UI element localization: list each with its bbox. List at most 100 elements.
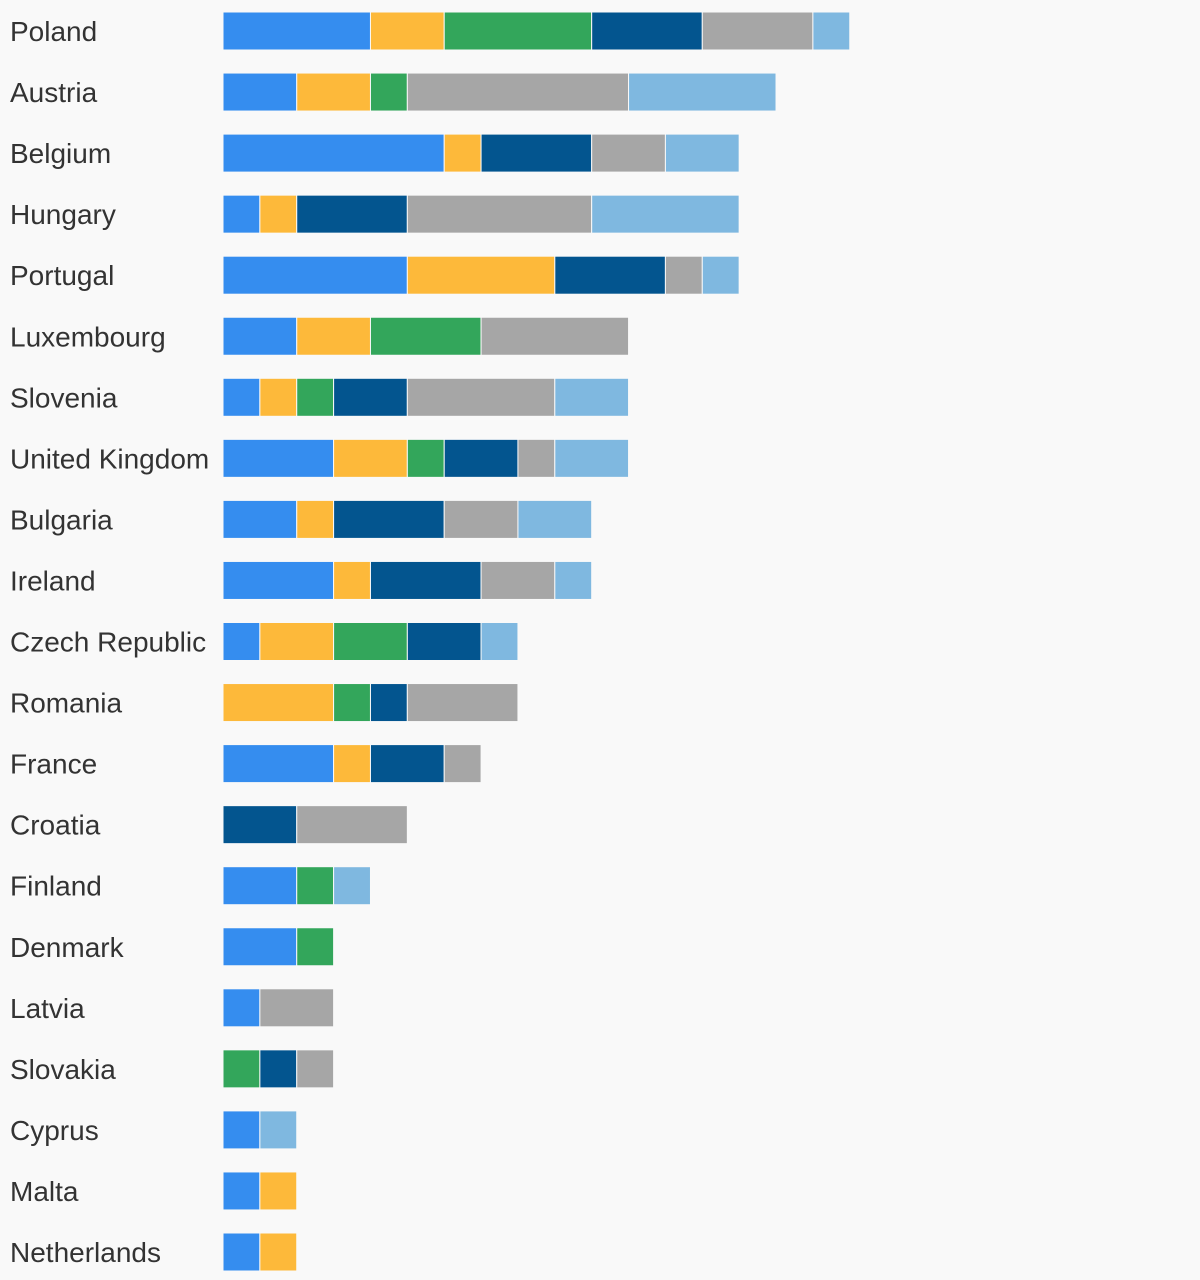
category-label: Luxembourg xyxy=(10,321,166,352)
category-label: Netherlands xyxy=(10,1237,161,1268)
category-label: Denmark xyxy=(10,932,125,963)
bar-segment xyxy=(701,11,814,51)
bar-segment xyxy=(406,72,630,112)
bar-segment xyxy=(406,438,445,478)
bar-segment xyxy=(443,438,519,478)
bar-segment xyxy=(591,194,740,234)
bar-segment xyxy=(296,805,408,845)
bar-segment xyxy=(480,622,519,661)
bar-segment xyxy=(517,499,593,539)
category-label: Portugal xyxy=(10,260,114,291)
bar-segment xyxy=(369,683,408,723)
bar-segment xyxy=(222,1110,261,1150)
bar-segment xyxy=(259,622,335,661)
bar-segment xyxy=(222,316,298,356)
bar-segment xyxy=(222,988,261,1028)
category-label: Slovakia xyxy=(10,1054,116,1085)
category-label: Croatia xyxy=(10,810,101,841)
bar-segment xyxy=(406,377,556,417)
bar-segment xyxy=(296,499,335,539)
bar-segment xyxy=(296,316,371,356)
category-label: Poland xyxy=(10,16,97,47)
bar-segments xyxy=(222,11,851,1272)
bar-segment xyxy=(222,133,445,173)
bar-segment xyxy=(406,255,556,295)
bar-segment xyxy=(222,1171,261,1211)
bar-segment xyxy=(591,11,703,51)
bar-segment xyxy=(443,744,482,784)
bar-segment xyxy=(222,1049,261,1089)
bar-segment xyxy=(480,316,630,356)
bar-segment xyxy=(222,744,335,784)
bar-segment xyxy=(333,622,408,661)
bar-segment xyxy=(369,744,445,784)
bar-segment xyxy=(406,683,519,723)
bar-segment xyxy=(443,499,519,539)
bar-segment xyxy=(333,866,371,906)
bar-segment xyxy=(517,438,556,478)
bar-segment xyxy=(259,377,298,417)
bar-segment xyxy=(664,255,703,295)
category-label: Malta xyxy=(10,1176,79,1207)
bar-segment xyxy=(259,1232,298,1272)
bar-segment xyxy=(222,683,335,723)
bar-segment xyxy=(222,866,298,906)
category-label: Czech Republic xyxy=(10,627,206,658)
category-label: Hungary xyxy=(10,199,116,230)
bar-segment xyxy=(480,133,593,173)
bar-segment xyxy=(369,560,482,600)
category-label: Latvia xyxy=(10,993,85,1024)
bar-segment xyxy=(222,560,335,600)
bar-segment xyxy=(369,11,445,51)
bar-segment xyxy=(222,499,298,539)
bar-segment xyxy=(222,194,261,234)
bar-segment xyxy=(406,194,593,234)
bar-segment xyxy=(296,1049,335,1089)
category-label: France xyxy=(10,749,97,780)
bar-segment xyxy=(591,133,666,173)
category-label: United Kingdom xyxy=(10,443,209,474)
bar-segment xyxy=(554,560,593,600)
category-label: Belgium xyxy=(10,138,111,169)
category-label: Romania xyxy=(10,688,122,719)
bar-segment xyxy=(296,72,371,112)
bar-segment xyxy=(628,72,777,112)
bar-segment xyxy=(259,1049,298,1089)
bar-segment xyxy=(333,560,371,600)
category-label: Bulgaria xyxy=(10,504,113,535)
bar-segment xyxy=(296,194,408,234)
bar-segment xyxy=(259,194,298,234)
category-labels: Poland Austria Belgium Hungary Portugal Luxem… xyxy=(10,16,209,1268)
bar-segment xyxy=(222,1232,261,1272)
bar-segment xyxy=(222,72,298,112)
bar-segment xyxy=(812,11,851,51)
bar-segment xyxy=(259,1171,298,1211)
bar-segment xyxy=(296,927,335,967)
bar-segment xyxy=(480,560,556,600)
bar-segment xyxy=(333,499,445,539)
category-label: Austria xyxy=(10,77,98,108)
bar-segment xyxy=(222,927,298,967)
bar-segment xyxy=(443,133,482,173)
bar-segment xyxy=(333,683,371,723)
category-label: Slovenia xyxy=(10,382,118,413)
bar-segment xyxy=(333,438,408,478)
category-label: Ireland xyxy=(10,565,96,596)
bar-segment xyxy=(222,11,371,51)
bar-segment xyxy=(222,377,261,417)
bar-segment xyxy=(554,438,630,478)
category-label: Cyprus xyxy=(10,1115,99,1146)
bar-segment xyxy=(554,255,666,295)
bar-segment xyxy=(333,744,371,784)
bar-segment xyxy=(296,866,335,906)
bar-segment xyxy=(369,316,482,356)
bar-segment xyxy=(664,133,740,173)
bar-segment xyxy=(701,255,740,295)
bar-segment xyxy=(222,255,408,295)
bar-segment xyxy=(259,1110,298,1150)
bar-segment xyxy=(259,988,335,1028)
bar-segment xyxy=(296,377,335,417)
category-label: Finland xyxy=(10,871,102,902)
bar-segment xyxy=(443,11,593,51)
